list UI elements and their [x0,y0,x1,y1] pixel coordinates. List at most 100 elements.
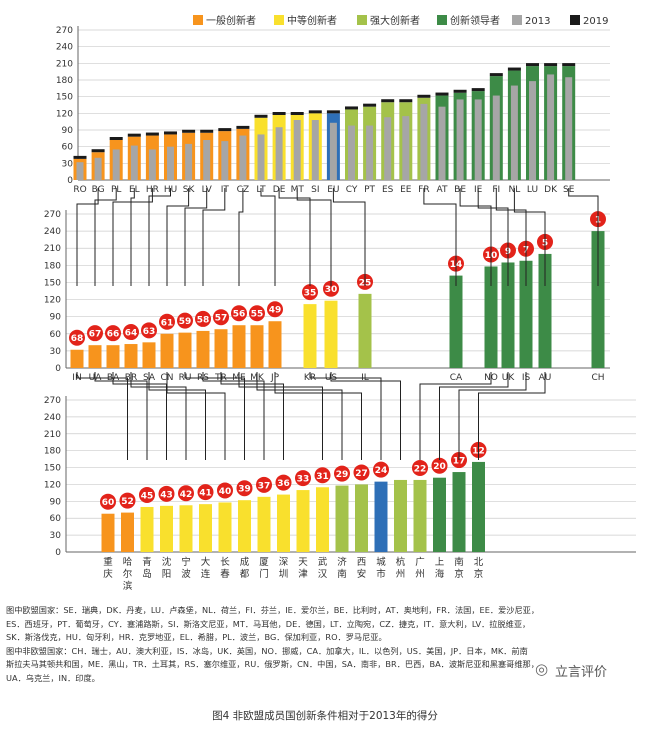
rank-label: 57 [215,314,228,324]
rank-label: 20 [433,462,446,472]
connector-line [309,372,382,460]
x-tick-label: 安 [357,568,367,580]
rank-badge [373,461,389,478]
x-tick-label: 阳 [162,569,172,580]
x-tick-label: 尔 [123,568,133,580]
connector-line [495,188,527,286]
bar-2013 [384,117,392,180]
bar-2019-marker [127,133,141,137]
y-tick-label: 90 [50,313,62,323]
rank-badge [412,459,428,476]
y-tick-label: 0 [67,176,73,186]
legend-label: 2019 [583,16,608,27]
connector-line [332,188,366,286]
x-tick-label: SI [311,185,319,195]
x-tick-label: 天 [298,557,308,568]
rank-badge [275,474,292,491]
rank-label: 58 [197,315,210,325]
rank-label: 24 [375,466,388,476]
x-tick-label: 哈 [123,556,133,568]
connector-line [202,188,226,286]
bar-2013 [76,162,84,180]
x-tick-label: 城 [376,557,386,568]
bar [484,266,498,368]
legend-label: 强大创新者 [370,14,420,27]
bar-2019-marker [308,110,322,114]
connector-line [423,188,457,286]
rank-label: 66 [107,330,120,340]
rank-badge [178,485,194,502]
x-tick-label: 京 [454,568,464,580]
bar-2013 [547,74,555,180]
connector-line [130,372,187,460]
bar [101,513,115,552]
rank-badge [69,329,85,346]
bar-2013 [311,120,319,180]
bar [142,342,156,368]
rank-label: 17 [453,457,466,467]
x-tick-label: 杭 [396,556,406,568]
footnote-line: 斯拉夫马其顿共和国，ME．黑山，TR．土耳其，RS．塞尔维亚，RU．俄罗斯，CN… [6,659,539,670]
y-tick-label: 30 [62,159,74,169]
rank-label: 41 [199,489,212,499]
bar-2013 [420,103,428,180]
y-tick-label: 270 [56,26,73,36]
x-tick-label: 圳 [279,569,289,580]
legend-swatch [357,15,367,25]
x-tick-label: 南 [337,568,347,580]
bar-2019-marker [417,94,431,98]
x-tick-label: 宁 [181,556,191,568]
bar [433,477,446,552]
connector-line [296,188,332,286]
x-tick-label: 长 [220,556,230,568]
x-tick-label: 上 [435,557,445,568]
x-tick-label: 厦 [259,557,269,568]
bar [355,484,368,552]
x-tick-label: CA [450,373,463,383]
y-tick-label: 150 [44,464,61,474]
rank-label: 42 [180,490,193,500]
connector-line [184,372,245,460]
y-tick-label: 30 [50,347,62,357]
x-tick-label: 波 [181,568,191,580]
y-tick-label: 120 [44,296,61,306]
y-tick-label: 210 [44,244,61,254]
rank-badge [105,325,121,342]
bar-2019-marker [435,92,449,96]
y-tick-label: 30 [50,531,62,541]
y-tick-label: 90 [62,126,74,136]
bar-2019-marker [145,132,159,136]
x-tick-label: 济 [337,556,347,568]
rank-badge [231,305,247,322]
connector-line [568,188,599,286]
bar-2013 [257,134,265,180]
bar-2019-marker [218,128,232,132]
bar-2019-marker [471,88,485,92]
x-tick-label: 广 [415,556,425,568]
bar-2019-marker [272,112,286,115]
bar [160,333,174,368]
x-tick-label: 连 [201,568,211,580]
rank-badge [123,324,139,341]
connector-line [166,188,190,286]
rank-badge [353,464,370,481]
rank-badge [195,310,211,327]
y-tick-label: 90 [50,497,62,507]
bar [277,494,290,552]
legend-swatch [193,15,203,25]
x-tick-label: 州 [415,569,425,580]
rank-label: 39 [238,485,251,495]
rank-label: 36 [277,479,290,489]
legend-label: 2013 [525,16,550,27]
bar-2019-marker [381,99,395,103]
rank-label: 59 [179,317,192,327]
footnote-line: UA．乌克兰，IN．印度。 [6,672,100,683]
connector-line [278,188,311,286]
rank-label: 33 [297,475,310,485]
bar-2019-marker [200,129,214,133]
rank-label: 45 [141,491,154,501]
chart-canvas: 一般创新者 中等创新者 强大创新者 创新领导者 2013 2019 0 30 60 90 120 15… [44,14,636,592]
bar [160,505,173,552]
connector-line [94,372,148,460]
connector-line [238,372,323,460]
